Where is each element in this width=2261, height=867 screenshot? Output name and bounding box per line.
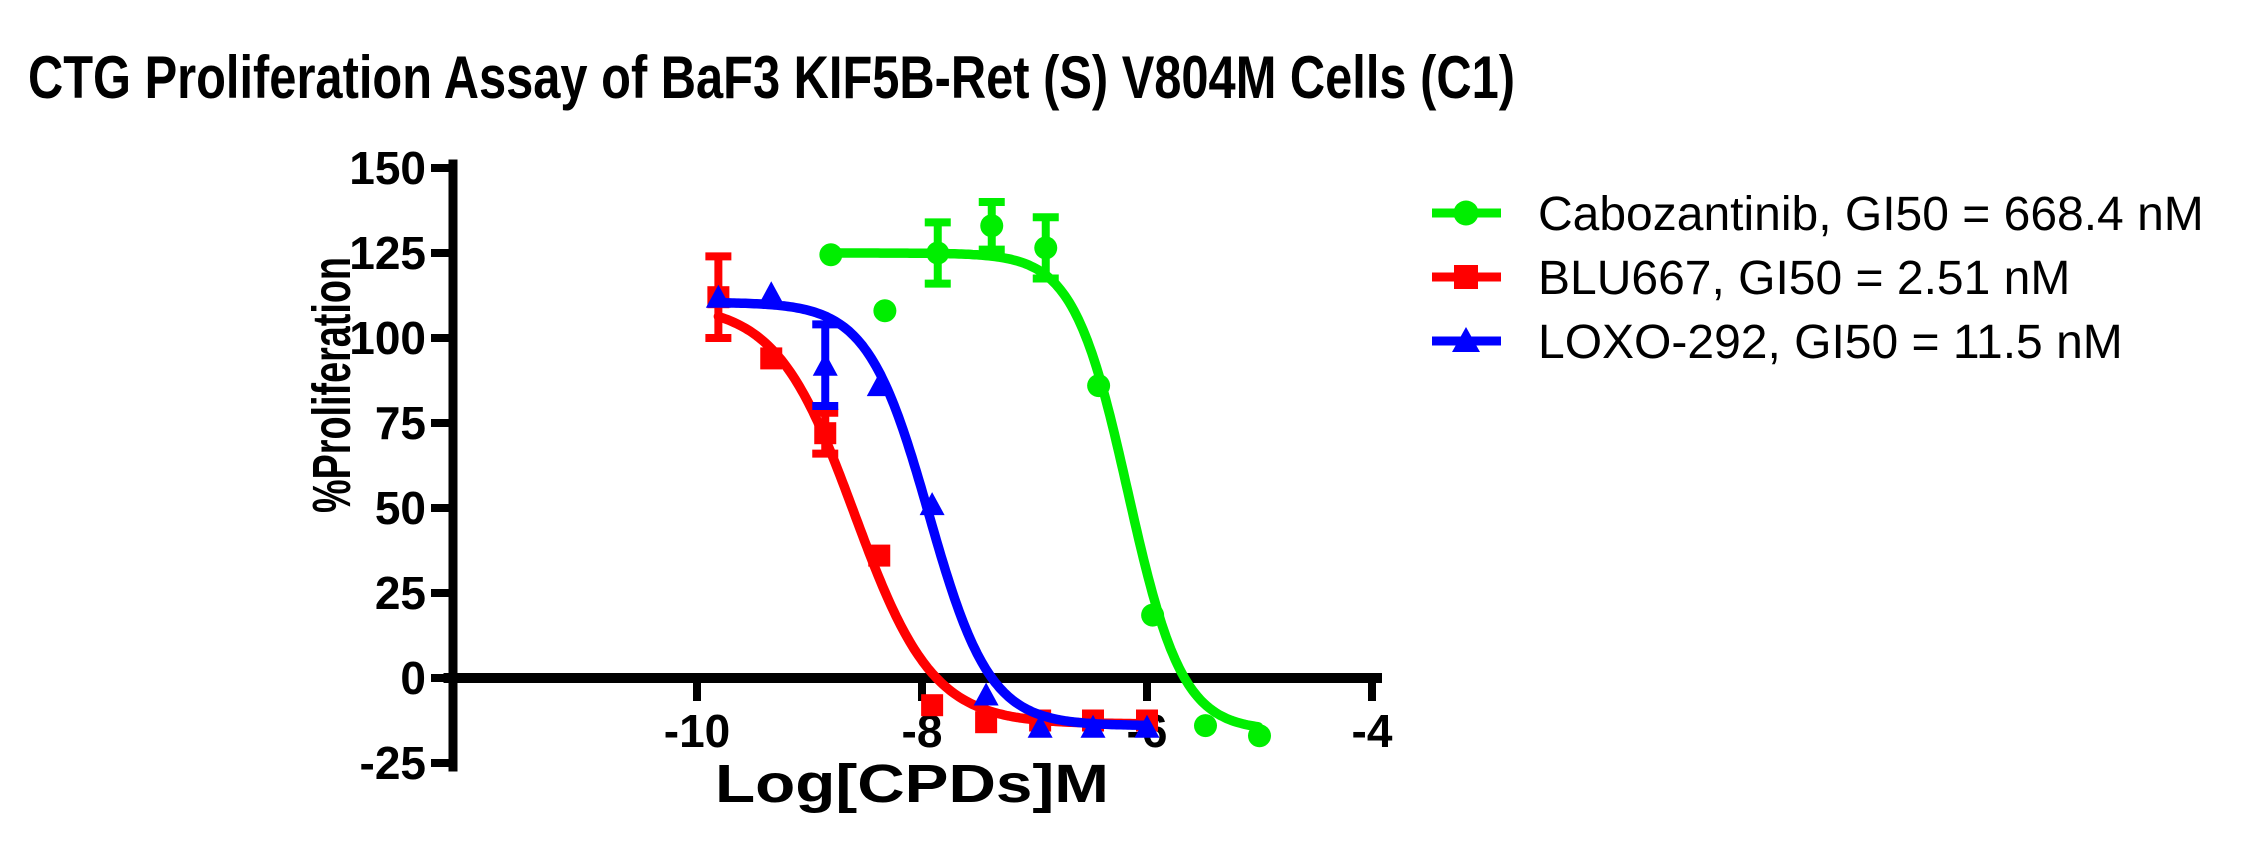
plot-area: [705, 198, 1271, 748]
data-point-loxo-292: [919, 492, 945, 516]
data-point-loxo-292: [812, 352, 838, 376]
y-tick-label: 100: [349, 312, 426, 364]
data-point-cabozantinib: [873, 299, 897, 323]
legend-marker-triangle-icon: [1452, 327, 1480, 352]
data-point-blu667: [921, 694, 944, 717]
y-tick-label: -25: [360, 737, 426, 789]
data-point-loxo-292: [705, 284, 731, 308]
data-point-loxo-292: [1027, 714, 1053, 738]
legend-marker-circle-icon: [1453, 200, 1479, 226]
legend: Cabozantinib, GI50 = 668.4 nM BLU667, GI5…: [1432, 188, 2204, 369]
data-point-loxo-292: [758, 281, 784, 305]
data-point-loxo-292: [1134, 714, 1160, 738]
curve-loxo-292: [713, 297, 1151, 731]
series-loxo-292: [705, 281, 1160, 738]
x-axis-label: Log[CPDs]M: [715, 754, 1109, 814]
data-point-cabozantinib: [1034, 236, 1058, 260]
series-cabozantinib: [819, 198, 1271, 748]
legend-label: BLU667, GI50 = 2.51 nM: [1538, 252, 2070, 305]
y-axis-label: %Proliferation: [302, 257, 362, 513]
data-point-cabozantinib: [1194, 714, 1217, 738]
data-point-loxo-292: [973, 682, 999, 706]
legend-label: LOXO-292, GI50 = 11.5 nM: [1538, 316, 2123, 369]
curve-cabozantinib: [826, 248, 1264, 732]
data-point-blu667: [814, 422, 837, 445]
data-point-cabozantinib: [1141, 603, 1165, 627]
x-tick-label: -10: [664, 705, 730, 757]
legend-marker-square-icon: [1454, 265, 1478, 289]
data-point-blu667: [868, 544, 891, 567]
y-tick-label: 0: [400, 652, 426, 704]
y-tick-label: 125: [349, 227, 426, 279]
legend-row-blu667: BLU667, GI50 = 2.51 nM: [1432, 252, 2070, 305]
legend-row-cabozantinib: Cabozantinib, GI50 = 668.4 nM: [1432, 188, 2204, 241]
legend-label: Cabozantinib, GI50 = 668.4 nM: [1538, 188, 2204, 241]
y-tick-label: 50: [375, 482, 426, 534]
data-point-loxo-292: [866, 373, 892, 397]
y-tick-label: 150: [349, 142, 426, 194]
data-point-blu667: [975, 711, 998, 734]
data-point-cabozantinib: [1087, 374, 1111, 398]
data-point-cabozantinib: [980, 214, 1004, 238]
chart-title: CTG Proliferation Assay of BaF3 KIF5B-Re…: [28, 44, 1515, 111]
data-point-loxo-292: [1080, 714, 1106, 738]
y-tick-label: 25: [375, 567, 426, 619]
data-point-blu667: [760, 347, 783, 370]
data-point-cabozantinib: [1248, 724, 1271, 748]
x-tick-label: -4: [1352, 705, 1393, 757]
data-point-cabozantinib: [819, 243, 843, 267]
legend-row-loxo-292: LOXO-292, GI50 = 11.5 nM: [1432, 316, 2123, 369]
data-point-cabozantinib: [926, 241, 950, 265]
y-tick-label: 75: [375, 397, 426, 449]
